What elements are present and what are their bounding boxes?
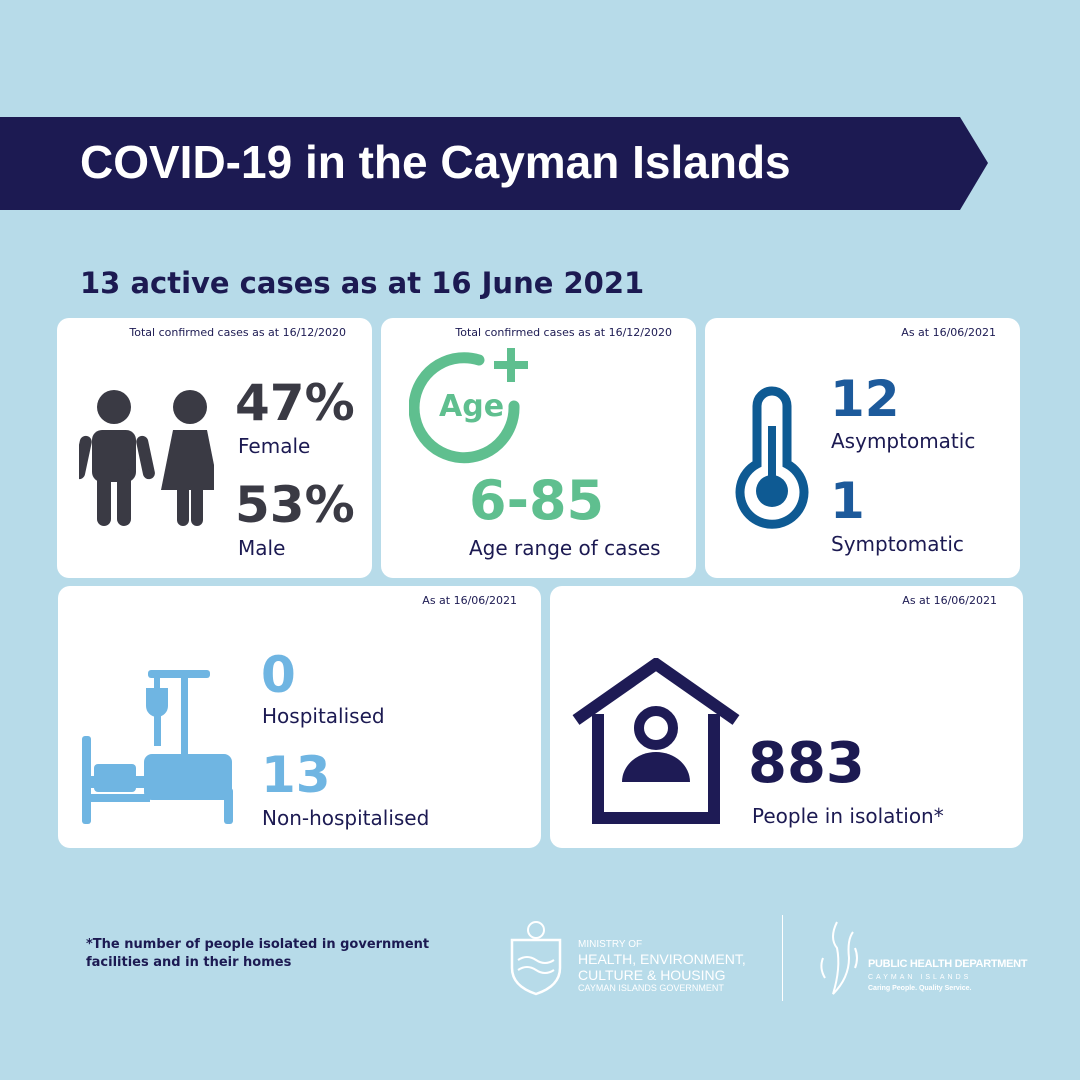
ministry-line4: CAYMAN ISLANDS GOVERNMENT: [578, 983, 724, 993]
ministry-line2: HEALTH, ENVIRONMENT,: [578, 951, 746, 967]
symptoms-card: As at 16/06/2021 12 Asymptomatic 1 Sympt…: [705, 318, 1020, 578]
age-icon-text: Age: [439, 389, 505, 424]
isolation-count: 883: [748, 731, 865, 796]
asymptomatic-label: Asymptomatic: [831, 429, 976, 453]
age-range-label: Age range of cases: [469, 536, 661, 560]
thermometer-icon: [735, 386, 809, 529]
card-note: As at 16/06/2021: [901, 326, 996, 339]
card-note: Total confirmed cases as at 16/12/2020: [455, 326, 672, 339]
hospitalised-label: Hospitalised: [262, 704, 385, 728]
page-title: COVID-19 in the Cayman Islands: [80, 136, 791, 188]
isolation-label: People in isolation*: [752, 804, 944, 828]
gender-card: Total confirmed cases as at 16/12/2020 4…: [57, 318, 372, 578]
hospital-card: As at 16/06/2021 0 Hospitalised 13 Non-h…: [58, 586, 541, 848]
phd-logo: [820, 921, 858, 995]
male-female-icon: [79, 390, 214, 526]
ministry-line1: MINISTRY OF: [578, 939, 643, 950]
card-note: Total confirmed cases as at 16/12/2020: [129, 326, 346, 339]
age-card: Total confirmed cases as at 16/12/2020 A…: [381, 318, 696, 578]
active-cases-heading: 13 active cases as at 16 June 2021: [80, 266, 645, 300]
symptomatic-label: Symptomatic: [831, 532, 964, 556]
female-label: Female: [238, 434, 311, 458]
coat-of-arms-logo: [510, 921, 562, 996]
male-percentage: 53%: [235, 476, 355, 534]
hospitalised-count: 0: [261, 646, 296, 704]
age-range-value: 6-85: [469, 469, 605, 532]
card-note: As at 16/06/2021: [902, 594, 997, 607]
isolation-card: As at 16/06/2021 883 People in isolation…: [550, 586, 1023, 848]
ministry-line3: CULTURE & HOUSING: [578, 967, 726, 983]
phd-line2: CAYMAN ISLANDS: [868, 974, 972, 981]
footnote: *The number of people isolated in govern…: [86, 937, 430, 970]
phd-line1: PUBLIC HEALTH DEPARTMENT: [868, 958, 1028, 970]
symptomatic-count: 1: [830, 472, 865, 530]
non-hospitalised-label: Non-hospitalised: [262, 806, 430, 830]
female-percentage: 47%: [235, 374, 355, 432]
logo-divider: [782, 915, 783, 1001]
card-note: As at 16/06/2021: [422, 594, 517, 607]
age-plus-icon: [409, 348, 528, 464]
male-label: Male: [238, 536, 286, 560]
title-banner: COVID-19 in the Cayman Islands: [0, 117, 988, 210]
asymptomatic-count: 12: [830, 370, 900, 428]
non-hospitalised-count: 13: [261, 746, 331, 804]
house-person-icon: [572, 658, 740, 824]
phd-line3: Caring People. Quality Service.: [868, 985, 972, 992]
hospital-bed-icon: [82, 670, 233, 824]
